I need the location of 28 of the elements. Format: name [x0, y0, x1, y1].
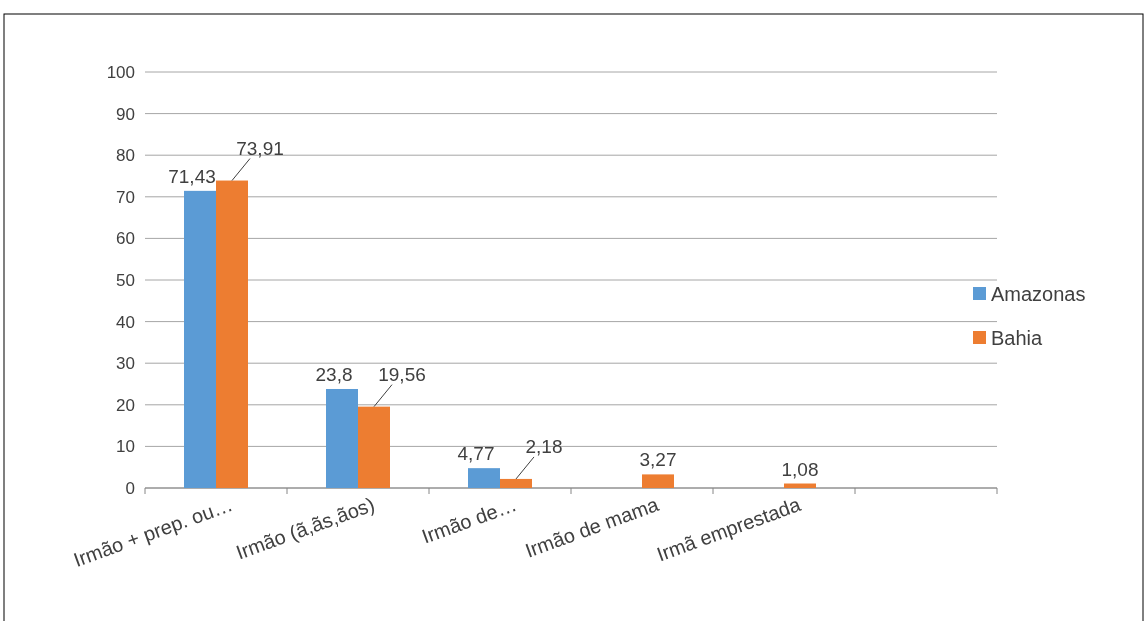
y-tick-label: 30 [116, 354, 135, 374]
y-tick-label: 80 [116, 146, 135, 166]
data-label: 4,77 [457, 443, 495, 465]
y-tick-label: 100 [106, 63, 135, 82]
data-label: 1,08 [781, 458, 819, 480]
y-tick-label: 10 [116, 437, 135, 457]
bar [468, 468, 500, 488]
data-label: 23,8 [315, 363, 353, 385]
legend-label: Bahia [991, 327, 1044, 349]
data-label: 71,43 [168, 165, 216, 187]
y-tick-label: 90 [116, 104, 135, 124]
x-tick-label: Irmão de… [418, 493, 520, 548]
data-label: 3,27 [639, 449, 677, 471]
legend-label: Amazonas [991, 283, 1086, 305]
y-tick-label: 70 [116, 187, 135, 207]
y-tick-label: 50 [116, 271, 135, 290]
bar [642, 474, 674, 488]
bar [358, 406, 390, 488]
bar [216, 180, 248, 488]
y-tick-label: 20 [116, 395, 135, 415]
data-label: 2,18 [525, 435, 563, 457]
y-tick-label: 60 [116, 229, 135, 249]
bar [326, 388, 358, 488]
y-tick-label: 40 [116, 312, 135, 332]
data-label: 73,91 [236, 137, 284, 159]
bar [500, 478, 532, 488]
data-label: 19,56 [378, 363, 426, 385]
bar [184, 190, 216, 488]
